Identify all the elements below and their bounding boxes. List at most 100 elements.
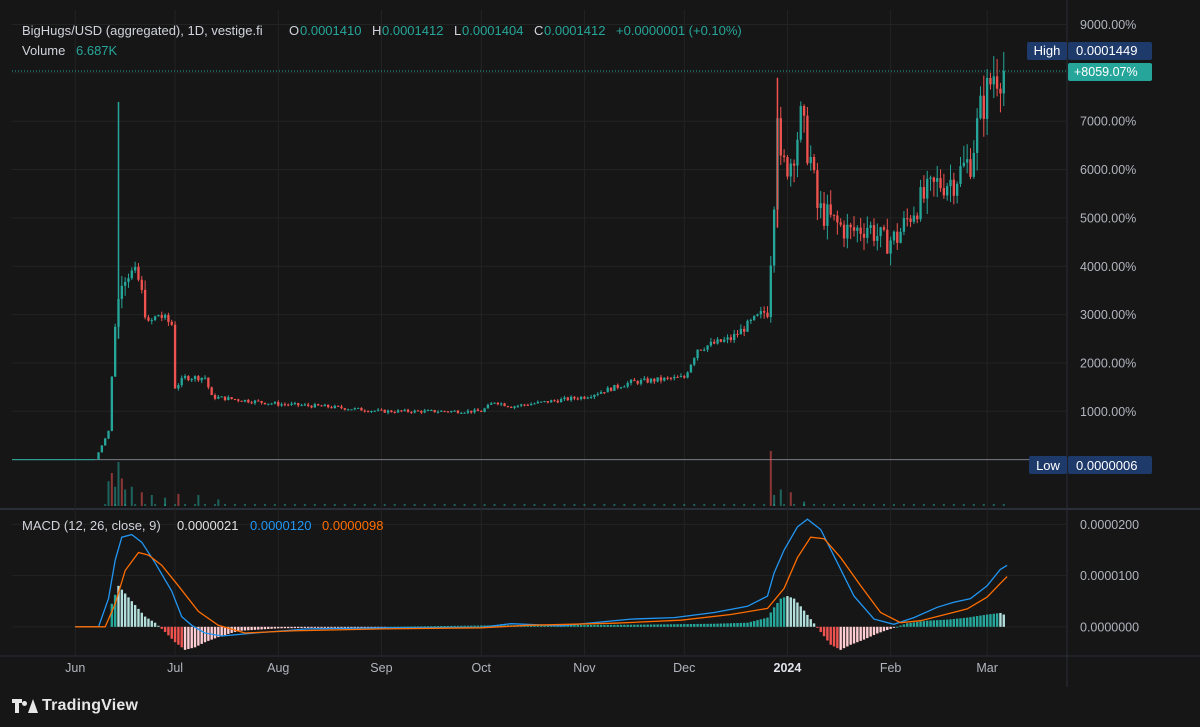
candle-body: [380, 409, 383, 411]
candle-body: [879, 227, 882, 237]
macd-hist-bar: [426, 626, 430, 628]
volume-bar: [813, 504, 816, 506]
macd-hist-bar: [596, 624, 599, 627]
macd-hist-bar: [529, 625, 533, 627]
macd-hist-bar: [689, 624, 693, 627]
candle-body: [456, 410, 460, 413]
candle-body: [490, 403, 493, 405]
volume-bar: [862, 504, 865, 506]
candle-body: [227, 397, 230, 401]
macd-hist-bar: [656, 624, 659, 627]
candle-body: [150, 320, 153, 322]
macd-hist-bar: [776, 602, 779, 627]
candle-body: [97, 452, 100, 460]
candle-body: [789, 163, 792, 177]
macd-hist-bar: [220, 626, 223, 637]
high-label: High: [1034, 43, 1061, 58]
macd-hist-bar: [736, 623, 739, 627]
candle-body: [493, 402, 496, 404]
candle-body: [247, 399, 250, 403]
candle-body: [486, 404, 490, 409]
volume-bar: [683, 504, 686, 506]
candle-body: [619, 387, 623, 389]
candle-body: [393, 412, 396, 414]
ohlc-l-value: 0.0001404: [462, 23, 523, 38]
macd-hist-bar: [340, 626, 343, 628]
volume-bar: [150, 495, 153, 506]
candle-body: [200, 377, 203, 381]
candle-body: [483, 408, 486, 412]
macd-hist-bar: [886, 626, 889, 631]
ohlc-h-value: 0.0001412: [382, 23, 443, 38]
candle-body: [503, 403, 506, 407]
volume-bar: [134, 504, 137, 506]
macd-hist-bar: [480, 625, 483, 627]
macd-hist-bar: [609, 624, 613, 627]
volume-bar: [363, 504, 366, 506]
candle-body: [133, 266, 137, 271]
macd-hist-bar: [746, 622, 749, 627]
tradingview-logo[interactable]: TradingView: [12, 697, 138, 715]
macd-hist-bar: [945, 619, 949, 627]
volume-bar: [593, 504, 596, 506]
candle-body: [383, 409, 386, 413]
macd-hist-bar: [809, 619, 812, 627]
macd-hist-bar: [995, 613, 999, 627]
macd-hist-bar: [989, 614, 992, 627]
macd-hist-bar: [752, 621, 756, 627]
candle-body: [376, 409, 380, 411]
candle-body: [929, 177, 932, 179]
candle-body: [1002, 71, 1005, 94]
macd-hist-bar: [802, 610, 806, 627]
macd-hist-bar: [267, 626, 270, 629]
candle-body: [137, 266, 140, 280]
macd-hist-bar: [496, 625, 500, 627]
candle-body: [496, 402, 500, 405]
volume-bar: [882, 504, 885, 506]
candle-body: [965, 159, 969, 163]
macd-hist-bar: [536, 625, 540, 627]
macd-hist-bar: [316, 626, 320, 628]
candle-body: [453, 410, 456, 412]
volume-bar: [982, 504, 985, 506]
macd-hist-bar: [716, 623, 719, 627]
candle-body: [706, 345, 709, 350]
macd-hist-bar: [586, 624, 589, 627]
candle-body: [549, 400, 553, 403]
volume-bar: [164, 497, 167, 506]
macd-hist-bar: [143, 616, 147, 627]
volume-bar: [513, 504, 516, 506]
candle-body: [729, 337, 733, 341]
candle-body: [799, 106, 802, 140]
macd-hist-bar: [985, 614, 989, 627]
macd-hist-bar: [443, 625, 446, 627]
candle-body: [170, 321, 173, 325]
volume-value: 6.687K: [76, 43, 118, 58]
macd-hist-bar: [113, 594, 117, 627]
macd-hist-bar: [822, 626, 826, 637]
macd-hist-bar: [476, 625, 480, 627]
candle-body: [180, 378, 183, 386]
volume-bar: [633, 504, 636, 506]
macd-hist-bar: [772, 607, 776, 627]
macd-hist-bar: [576, 624, 579, 627]
candle-body: [220, 396, 223, 398]
macd-hist-bar: [786, 596, 789, 627]
candle-body: [639, 379, 643, 384]
macd-hist-bar: [706, 623, 709, 627]
candle-body: [130, 270, 133, 279]
macd-hist-bar: [1002, 614, 1005, 627]
volume-bar: [124, 504, 127, 506]
candle-body: [802, 106, 806, 116]
current-pct: +8059.07%: [1074, 65, 1138, 79]
candle-body: [892, 231, 896, 241]
macd-hist-bar: [283, 626, 287, 629]
candle-body: [839, 222, 842, 225]
candle-body: [466, 410, 470, 413]
candle-body: [546, 401, 549, 403]
candle-body: [506, 406, 510, 408]
candle-body: [317, 404, 320, 406]
volume-bar: [833, 504, 836, 506]
macd-hist-bar: [653, 624, 656, 627]
